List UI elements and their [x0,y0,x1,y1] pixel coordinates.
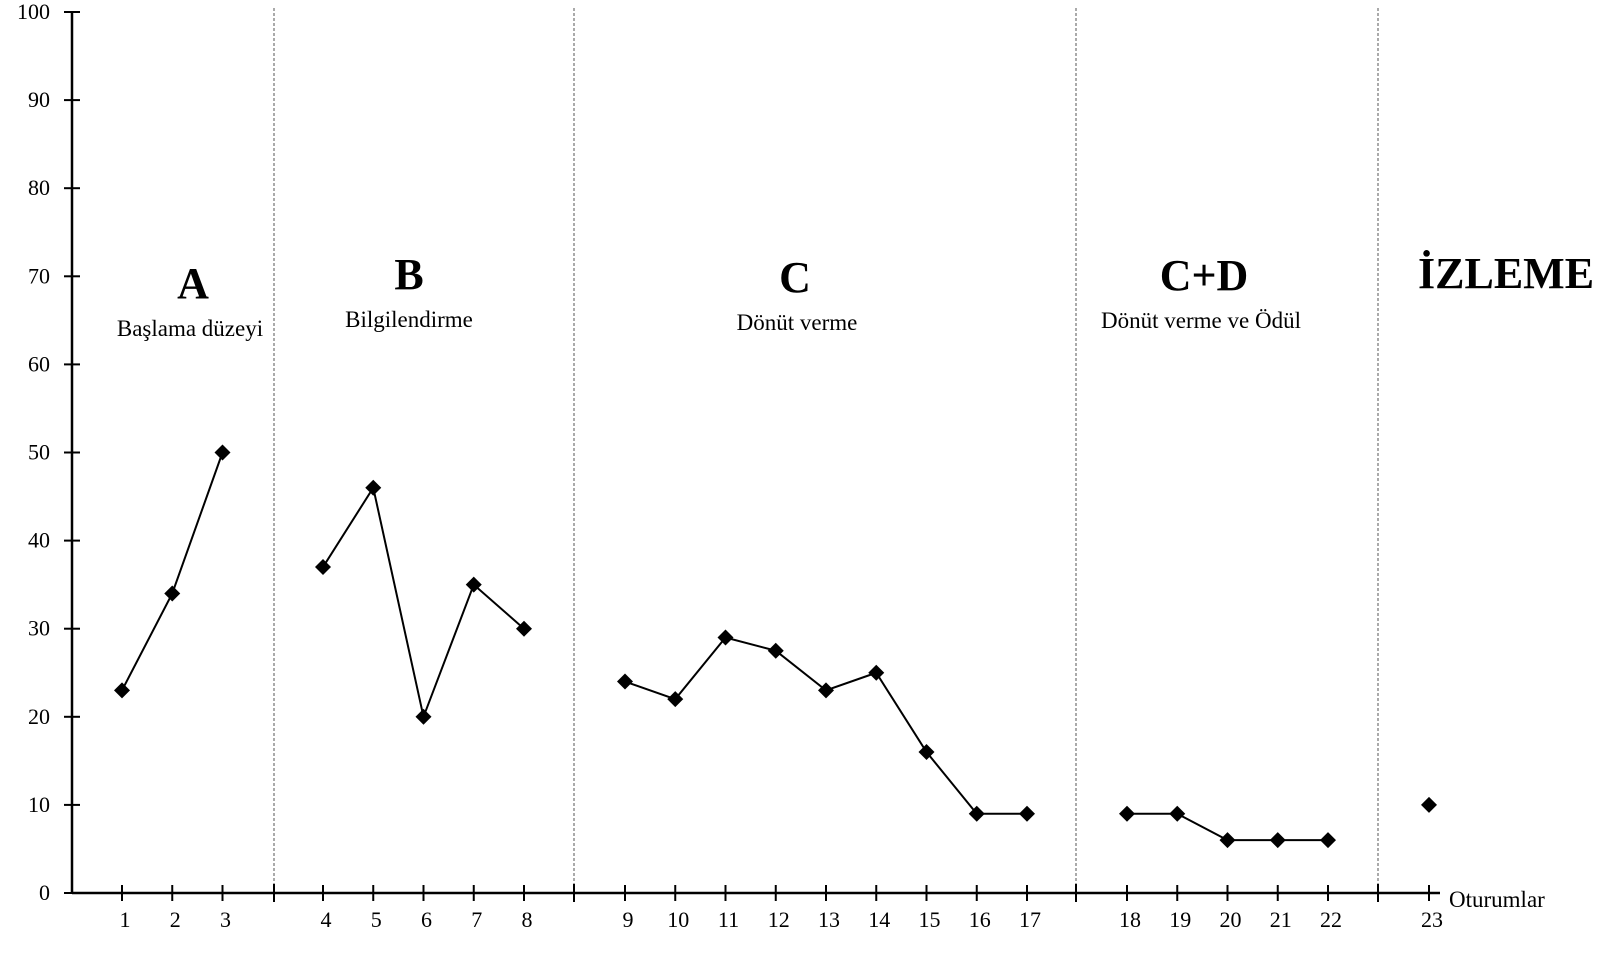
data-point-marker [717,629,734,646]
phase-letter-label: B [394,250,423,299]
phase-letter-label: A [177,259,209,308]
x-tick-label: 8 [522,907,533,932]
series-line [624,636,1027,815]
x-tick-label: 9 [623,907,634,932]
data-point-marker [1169,805,1186,822]
y-tick-label: 90 [28,87,50,112]
x-tick-label: 5 [371,907,382,932]
x-tick-label: 3 [220,907,231,932]
y-tick-label: 70 [28,263,50,288]
data-point-marker [1320,832,1336,849]
x-tick-label: 2 [170,907,181,932]
y-tick-label: 60 [28,351,50,376]
data-point-marker [818,682,834,699]
y-tick-label: 30 [28,616,50,641]
x-tick-label: 17 [1019,907,1041,932]
phase-letter-label: C [779,253,811,302]
x-tick-label: 18 [1119,907,1141,932]
series-line [322,485,525,721]
x-tick-label: 7 [471,907,482,932]
data-point-marker [164,585,181,602]
data-point-marker [415,708,432,725]
x-tick-label: 22 [1320,907,1342,932]
x-tick-label: 14 [868,907,890,932]
data-point-marker [214,444,231,461]
data-point-marker [1219,832,1236,849]
data-point-marker [516,620,532,637]
data-point-marker [1019,805,1035,822]
x-tick-label: 11 [718,907,739,932]
x-tick-label: 6 [421,907,432,932]
data-point-marker [767,642,784,659]
x-axis-label: Oturumlar [1449,887,1545,912]
y-tick-label: 50 [28,440,50,465]
data-point-marker [617,673,633,690]
phase-letter-label: C+D [1160,251,1249,300]
x-tick-label: 15 [919,907,941,932]
phase-name-label: Dönüt verme [737,310,858,335]
phase-labels: A Başlama düzeyi B Bilgilendirme C Dönüt verm… [117,249,1594,341]
y-tick-label: 40 [28,528,50,553]
series-line [121,452,224,691]
data-point-marker [1119,805,1135,822]
phase-letter-label: İZLEME [1418,249,1594,298]
x-tick-label: 16 [969,907,991,932]
x-tick-label: 4 [321,907,332,932]
y-tick-label: 80 [28,175,50,200]
data-point-marker [365,479,382,496]
data-point-marker [1421,796,1437,813]
x-tick-label: 23 [1421,907,1443,932]
data-point-marker [667,691,684,708]
x-tick-label: 20 [1220,907,1242,932]
y-tick-label: 10 [28,792,50,817]
phase-dividers [273,8,1379,893]
data-point-marker [868,664,885,681]
data-point-marker [114,682,130,699]
phase-name-label: Bilgilendirme [345,307,473,332]
data-point-marker [315,559,331,576]
data-point-marker [1269,832,1286,849]
x-tick-label: 13 [818,907,840,932]
x-tick-label: 12 [768,907,790,932]
y-tick-label: 20 [28,704,50,729]
x-tick-label: 21 [1270,907,1292,932]
x-tick-label: 10 [667,907,689,932]
data-series [114,444,1437,849]
y-tick-label: 100 [17,0,50,24]
phase-name-label: Dönüt verme ve Ödül [1101,308,1301,333]
data-point-marker [918,744,935,761]
x-tick-label: 19 [1169,907,1191,932]
data-point-marker [465,576,482,593]
x-tick-label: 1 [120,907,131,932]
phase-name-label: Başlama düzeyi [117,316,263,341]
y-tick-label: 0 [39,880,50,905]
data-point-marker [968,805,985,822]
